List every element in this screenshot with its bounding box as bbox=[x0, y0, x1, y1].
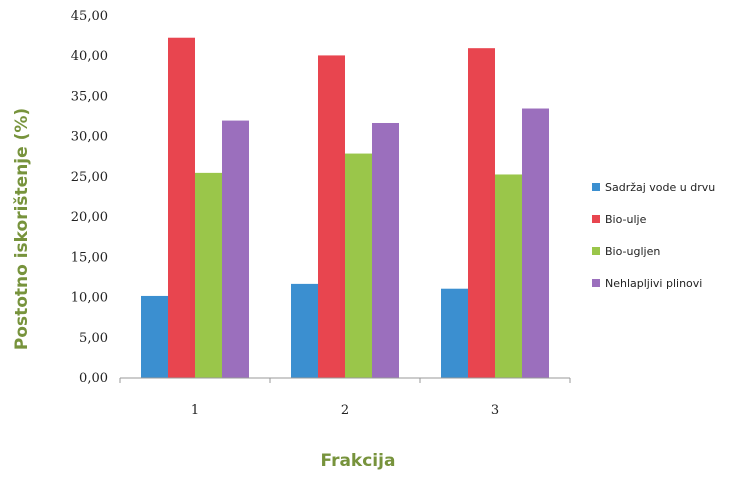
x-tick-label: 1 bbox=[191, 403, 199, 418]
legend-label: Bio-ulje bbox=[605, 213, 647, 226]
y-tick-label: 5,00 bbox=[79, 331, 108, 346]
y-tick-label: 45,00 bbox=[71, 9, 108, 24]
y-axis-title: Postotno iskorištenje (%) bbox=[12, 108, 32, 350]
bar bbox=[441, 288, 468, 378]
y-axis-ticks: 0,00 5,00 10,00 15,00 20,00 25,00 30,00 35,00 40… bbox=[71, 9, 108, 386]
bar bbox=[495, 174, 522, 378]
legend: Sadržaj vode u drvu Bio-ulje Bio-ugljen Neh… bbox=[592, 181, 715, 290]
legend-swatch bbox=[592, 215, 600, 223]
bar bbox=[522, 108, 549, 378]
bar bbox=[372, 122, 399, 378]
bar bbox=[195, 172, 222, 378]
x-tick-label: 2 bbox=[341, 403, 349, 418]
legend-swatch bbox=[592, 183, 600, 191]
bar bbox=[291, 283, 318, 378]
legend-swatch bbox=[592, 279, 600, 287]
bars bbox=[141, 37, 549, 379]
y-tick-label: 25,00 bbox=[71, 170, 108, 185]
bar bbox=[168, 37, 195, 378]
legend-swatch bbox=[592, 247, 600, 255]
legend-label: Nehlapljivi plinovi bbox=[605, 277, 702, 290]
y-tick-label: 10,00 bbox=[71, 291, 108, 306]
y-tick-label: 30,00 bbox=[71, 130, 108, 145]
y-tick-label: 20,00 bbox=[71, 210, 108, 225]
bar bbox=[468, 48, 495, 379]
y-tick-label: 15,00 bbox=[71, 250, 108, 265]
y-tick-label: 40,00 bbox=[71, 49, 108, 64]
x-tick-label: 3 bbox=[491, 403, 499, 418]
bar bbox=[141, 295, 168, 378]
y-tick-label: 35,00 bbox=[71, 89, 108, 104]
bar bbox=[345, 153, 372, 378]
bar bbox=[318, 55, 345, 378]
x-axis-title: Frakcija bbox=[321, 451, 396, 471]
bar bbox=[222, 120, 249, 379]
legend-label: Sadržaj vode u drvu bbox=[605, 181, 715, 194]
x-axis-ticks: 1 2 3 bbox=[119, 378, 571, 418]
y-tick-label: 0,00 bbox=[79, 371, 108, 386]
legend-label: Bio-ugljen bbox=[605, 245, 660, 258]
